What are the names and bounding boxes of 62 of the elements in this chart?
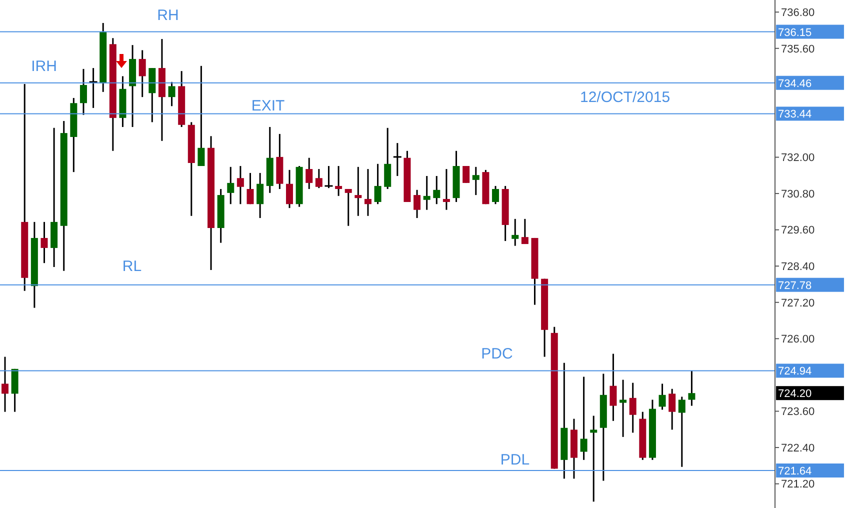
ref-line-label: PDL bbox=[500, 452, 530, 469]
ref-line-label: RH bbox=[157, 6, 179, 24]
ref-line-label: RL bbox=[122, 258, 142, 275]
candlestick bbox=[423, 175, 430, 211]
candlestick bbox=[374, 163, 382, 205]
y-tick-label: 723.60 bbox=[781, 406, 815, 418]
candlestick bbox=[678, 396, 686, 468]
candlestick bbox=[344, 188, 352, 227]
text: 733.44 bbox=[778, 108, 812, 121]
text: 734.46 bbox=[778, 78, 812, 90]
y-tick-label: 729.60 bbox=[781, 224, 815, 237]
candlestick bbox=[620, 379, 627, 438]
candlestick bbox=[306, 157, 313, 190]
text: 724.20 bbox=[778, 388, 812, 400]
candlestick bbox=[384, 127, 392, 190]
y-tick-label: 727.20 bbox=[781, 297, 815, 310]
y-tick-label: 732.00 bbox=[781, 152, 815, 164]
candlestick bbox=[442, 168, 450, 211]
y-tick-label: 735.60 bbox=[781, 43, 815, 56]
candlestick bbox=[227, 166, 234, 205]
candlestick bbox=[414, 189, 421, 219]
candlestick bbox=[668, 388, 676, 430]
text: 721.64 bbox=[778, 466, 812, 478]
ref-line-label: PDC bbox=[481, 346, 513, 363]
candlestick bbox=[629, 382, 636, 434]
candlestick bbox=[433, 175, 440, 205]
candlestick bbox=[688, 370, 696, 407]
candlestick bbox=[590, 415, 598, 502]
candlestick bbox=[354, 166, 362, 217]
candlestick bbox=[521, 218, 528, 245]
candlestick bbox=[40, 221, 48, 264]
text: 736.15 bbox=[778, 26, 812, 39]
y-tick-label: 728.40 bbox=[781, 261, 815, 273]
candlestick bbox=[246, 172, 254, 205]
y-tick-label: 736.80 bbox=[781, 7, 815, 19]
candlestick bbox=[168, 81, 176, 107]
y-tick-label: 722.40 bbox=[781, 442, 815, 454]
ref-line-label: EXIT bbox=[251, 98, 285, 115]
candlestick bbox=[286, 169, 293, 209]
candlestick bbox=[472, 166, 480, 196]
candlestick bbox=[138, 49, 146, 98]
candlestick bbox=[462, 165, 470, 184]
candlestick bbox=[2, 356, 8, 413]
y-tick-label: 726.00 bbox=[781, 334, 815, 346]
candlestick bbox=[364, 168, 372, 217]
y-tick-label: 730.80 bbox=[781, 188, 815, 200]
candlestick bbox=[610, 353, 617, 422]
text: 724.94 bbox=[778, 366, 812, 378]
candlestick bbox=[236, 165, 244, 205]
candlestick bbox=[580, 376, 588, 461]
candlestick bbox=[335, 165, 342, 197]
ref-line-label: IRH bbox=[31, 58, 57, 75]
candlestick bbox=[80, 68, 87, 116]
candlestick bbox=[256, 172, 264, 219]
candlestick bbox=[658, 382, 666, 410]
candlestick bbox=[198, 65, 205, 167]
candlestick bbox=[512, 218, 519, 247]
y-tick-label: 721.20 bbox=[781, 478, 815, 491]
candlestick bbox=[315, 168, 322, 189]
text: 12/OCT/2015 bbox=[580, 89, 670, 106]
text: 727.78 bbox=[778, 280, 812, 292]
candlestick bbox=[492, 185, 500, 205]
